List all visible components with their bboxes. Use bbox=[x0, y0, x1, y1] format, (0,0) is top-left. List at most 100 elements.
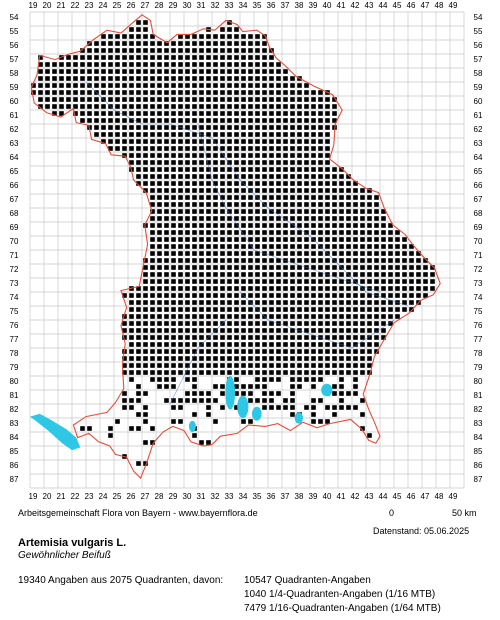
occurrence-dot bbox=[150, 356, 155, 361]
occurrence-dot bbox=[220, 174, 225, 179]
occurrence-dot bbox=[332, 181, 337, 186]
state-border-line bbox=[30, 14, 441, 480]
occurrence-dot bbox=[164, 111, 169, 116]
occurrence-dot bbox=[269, 335, 274, 340]
occurrence-dot bbox=[262, 286, 267, 291]
occurrence-dot bbox=[241, 286, 246, 291]
occurrence-dot bbox=[311, 216, 316, 221]
occurrence-dot bbox=[108, 55, 113, 60]
occurrence-dot bbox=[178, 363, 183, 368]
occurrence-dot bbox=[164, 223, 169, 228]
occurrence-dot bbox=[360, 272, 365, 277]
occurrence-dot bbox=[213, 223, 218, 228]
occurrence-dot bbox=[241, 209, 246, 214]
occurrence-dot bbox=[297, 272, 302, 277]
occurrence-dot bbox=[318, 300, 323, 305]
occurrence-dot bbox=[192, 195, 197, 200]
occurrence-dot bbox=[136, 125, 141, 130]
occurrence-dot bbox=[143, 349, 148, 354]
occurrence-dot bbox=[262, 111, 267, 116]
occurrence-dot bbox=[66, 76, 71, 81]
occurrence-dot bbox=[255, 314, 260, 319]
occurrence-dot bbox=[346, 335, 351, 340]
occurrence-dot bbox=[318, 272, 323, 277]
species-latin-name: Artemisia vulgaris L. bbox=[18, 537, 127, 549]
occurrence-dot bbox=[220, 118, 225, 123]
occurrence-dot bbox=[290, 307, 295, 312]
occurrence-dot bbox=[234, 356, 239, 361]
occurrence-dot bbox=[150, 293, 155, 298]
occurrence-dot bbox=[381, 223, 386, 228]
occurrence-dot bbox=[248, 335, 253, 340]
occurrence-dot bbox=[171, 251, 176, 256]
occurrence-dot bbox=[129, 377, 134, 382]
occurrence-dot bbox=[234, 188, 239, 193]
occurrence-dot bbox=[325, 258, 330, 263]
occurrence-dot bbox=[171, 335, 176, 340]
occurrence-dot bbox=[150, 321, 155, 326]
occurrence-dot bbox=[94, 132, 99, 137]
occurrence-dot bbox=[143, 69, 148, 74]
occurrence-dot bbox=[234, 48, 239, 53]
occurrence-dot bbox=[178, 195, 183, 200]
occurrence-dot bbox=[157, 230, 162, 235]
occurrence-dot bbox=[192, 174, 197, 179]
occurrence-dot bbox=[325, 153, 330, 158]
occurrence-dot bbox=[311, 209, 316, 214]
occurrence-dot bbox=[171, 83, 176, 88]
occurrence-dot bbox=[157, 146, 162, 151]
occurrence-dot bbox=[192, 433, 197, 438]
occurrence-dot bbox=[213, 153, 218, 158]
occurrence-dot bbox=[367, 433, 372, 438]
occurrence-dot bbox=[171, 328, 176, 333]
occurrence-dot bbox=[164, 342, 169, 347]
occurrence-dot bbox=[255, 223, 260, 228]
occurrence-dot bbox=[171, 76, 176, 81]
occurrence-dot bbox=[220, 69, 225, 74]
occurrence-dot bbox=[213, 300, 218, 305]
occurrence-dot bbox=[234, 279, 239, 284]
occurrence-dot bbox=[318, 279, 323, 284]
occurrence-dot bbox=[234, 139, 239, 144]
occurrence-dot bbox=[136, 118, 141, 123]
y-label-right: 59 bbox=[474, 83, 483, 92]
occurrence-dot bbox=[199, 307, 204, 312]
occurrence-dot bbox=[353, 223, 358, 228]
occurrence-dot bbox=[353, 181, 358, 186]
occurrence-dot bbox=[339, 195, 344, 200]
occurrence-dot bbox=[353, 300, 358, 305]
y-label-left: 69 bbox=[10, 223, 19, 232]
x-label-top: 45 bbox=[393, 1, 402, 10]
occurrence-dot bbox=[311, 118, 316, 123]
occurrence-dot bbox=[115, 48, 120, 53]
occurrence-dot bbox=[241, 300, 246, 305]
occurrence-dot bbox=[269, 139, 274, 144]
occurrence-dot bbox=[332, 111, 337, 116]
occurrence-dot bbox=[402, 258, 407, 263]
occurrence-dot bbox=[164, 55, 169, 60]
occurrence-dot bbox=[136, 328, 141, 333]
occurrence-dot bbox=[171, 314, 176, 319]
occurrence-dot bbox=[416, 251, 421, 256]
occurrence-dot bbox=[241, 279, 246, 284]
occurrence-dot bbox=[374, 307, 379, 312]
x-label-bottom: 27 bbox=[141, 492, 150, 500]
occurrence-dot bbox=[185, 209, 190, 214]
y-label-left: 84 bbox=[10, 433, 19, 442]
occurrence-dot bbox=[199, 76, 204, 81]
x-label-bottom: 40 bbox=[323, 492, 332, 500]
occurrence-dot bbox=[143, 363, 148, 368]
occurrence-dot bbox=[290, 111, 295, 116]
occurrence-dot bbox=[255, 69, 260, 74]
occurrence-dot bbox=[346, 342, 351, 347]
occurrence-dot bbox=[220, 62, 225, 67]
occurrence-dot bbox=[213, 104, 218, 109]
occurrence-dot bbox=[227, 160, 232, 165]
occurrence-dot bbox=[199, 300, 204, 305]
occurrence-dot bbox=[136, 398, 141, 403]
occurrence-dot bbox=[185, 167, 190, 172]
occurrence-dot bbox=[255, 167, 260, 172]
lake bbox=[188, 420, 196, 432]
occurrence-dot bbox=[311, 160, 316, 165]
occurrence-dot bbox=[269, 174, 274, 179]
